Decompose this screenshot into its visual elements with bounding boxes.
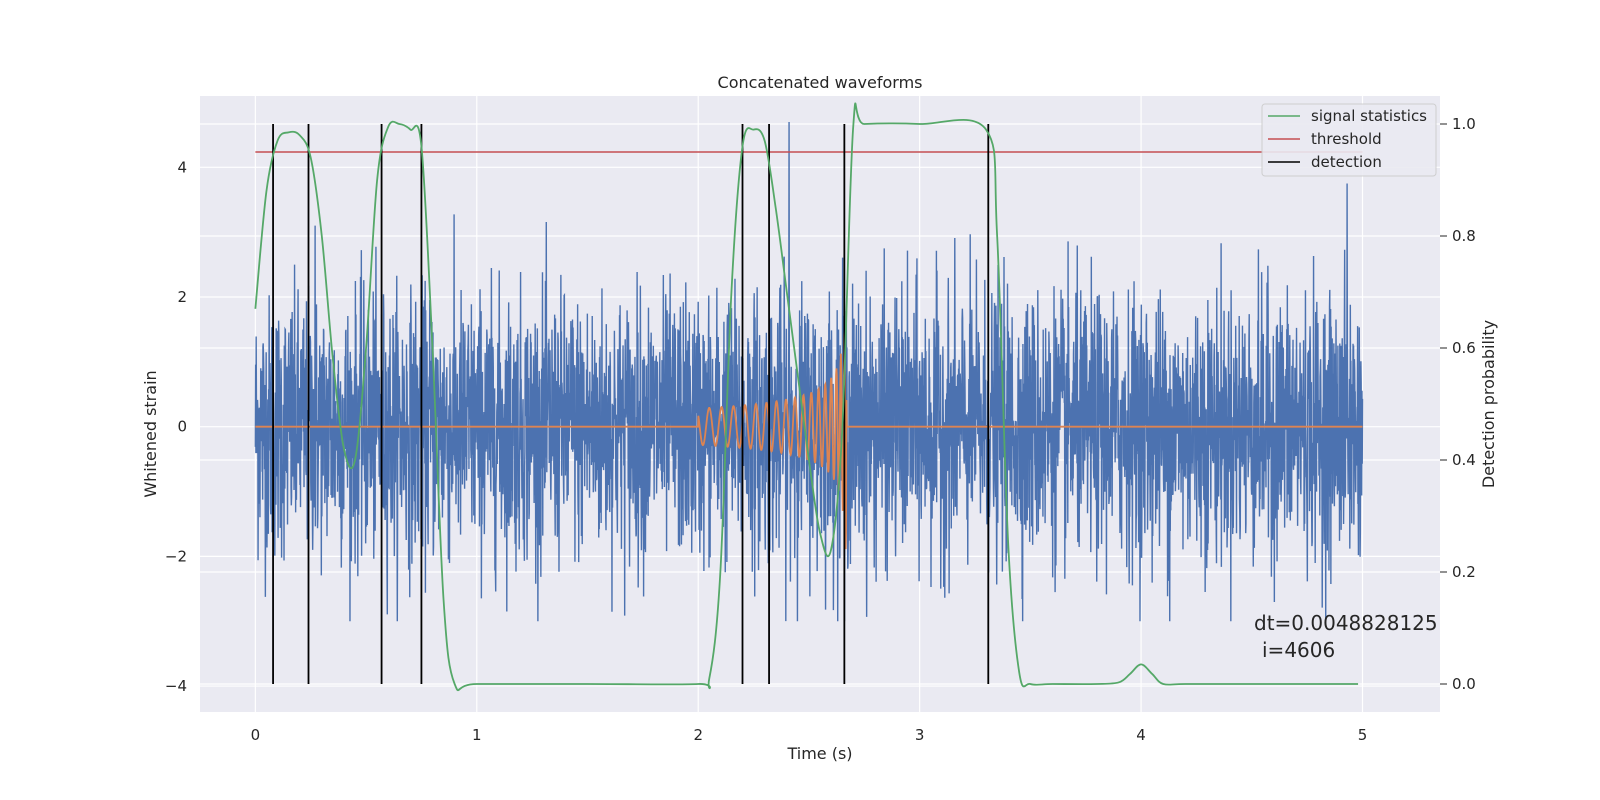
y2-tick-label: 0.6 (1452, 339, 1476, 357)
annotation-dt: dt=0.0048828125 (1254, 611, 1438, 635)
x-tick-label: 4 (1136, 726, 1146, 744)
y-tick-label: −2 (165, 547, 187, 565)
legend: signal statistics threshold detection (1261, 103, 1437, 177)
y2-tick-label: 1.0 (1452, 115, 1476, 133)
strain-line (254, 121, 1364, 622)
y-axis-label: Whitened strain (141, 370, 160, 497)
legend-label-threshold: threshold (1311, 130, 1382, 148)
grid-lines (200, 96, 1440, 712)
y-tick-label: −4 (165, 677, 187, 695)
legend-label-signal-statistics: signal statistics (1311, 107, 1427, 125)
y2-tick-label: 0.4 (1452, 451, 1476, 469)
y-axis-ticks: −4 −2 0 2 4 (165, 158, 187, 695)
x-axis-label: Time (s) (786, 744, 852, 763)
x-tick-label: 5 (1358, 726, 1368, 744)
x-tick-label: 0 (251, 726, 261, 744)
y2-tick-label: 0.8 (1452, 227, 1476, 245)
detection-series (272, 124, 990, 684)
annotation-i: i=4606 (1262, 638, 1335, 662)
x-tick-label: 3 (915, 726, 925, 744)
template-line (255, 329, 1363, 550)
chart-title: Concatenated waveforms (718, 73, 923, 92)
signal-statistics-series (254, 102, 1359, 692)
y2-axis-label: Detection probability (1479, 320, 1498, 488)
legend-box (1261, 103, 1437, 177)
x-tick-label: 2 (693, 726, 703, 744)
legend-label-detection: detection (1311, 153, 1382, 171)
signal-statistics-line (254, 102, 1359, 692)
strain-series (254, 121, 1364, 622)
x-axis-ticks: 0 1 2 3 4 5 (251, 726, 1368, 744)
y2-axis-ticks: 0.0 0.2 0.4 0.6 0.8 1.0 (1440, 115, 1476, 693)
x-tick-label: 1 (472, 726, 482, 744)
y2-tick-label: 0.0 (1452, 675, 1476, 693)
y-tick-label: 0 (177, 418, 187, 436)
y-tick-label: 2 (177, 288, 187, 306)
template-series (255, 329, 1363, 550)
y2-tick-label: 0.2 (1452, 563, 1476, 581)
y-tick-label: 4 (177, 158, 187, 176)
